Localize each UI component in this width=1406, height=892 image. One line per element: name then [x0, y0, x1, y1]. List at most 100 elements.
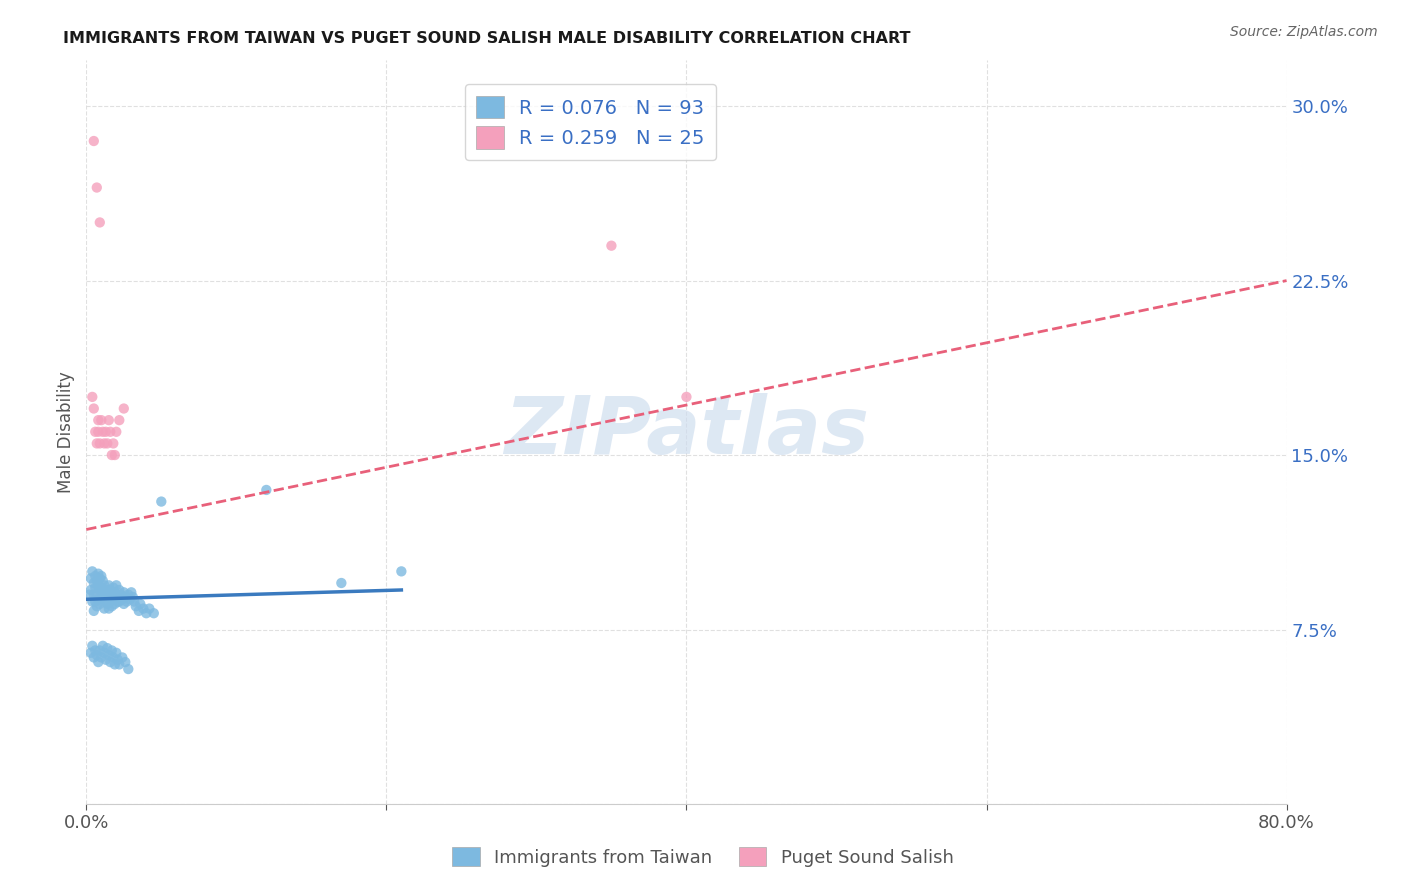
Point: [91, 425, 114, 439]
Point: [89, 436, 111, 450]
Point: [86, 574, 108, 588]
Point: [98, 425, 121, 439]
Point: [96, 436, 118, 450]
Point: [115, 594, 138, 608]
Point: [108, 594, 131, 608]
Point: [121, 590, 143, 604]
Point: [125, 599, 148, 614]
Y-axis label: Male Disability: Male Disability: [58, 371, 75, 492]
Point: [83, 134, 105, 148]
Point: [120, 585, 142, 599]
Point: [89, 643, 111, 657]
Point: [135, 606, 157, 620]
Point: [86, 599, 108, 614]
Point: [84, 581, 107, 595]
Point: [675, 390, 697, 404]
Point: [82, 390, 104, 404]
Point: [103, 592, 125, 607]
Point: [118, 592, 141, 607]
Point: [330, 576, 353, 591]
Point: [114, 655, 136, 669]
Point: [142, 606, 165, 620]
Point: [129, 597, 152, 611]
Point: [90, 592, 112, 607]
Legend: Immigrants from Taiwan, Puget Sound Salish: Immigrants from Taiwan, Puget Sound Sali…: [446, 840, 960, 874]
Point: [79, 588, 101, 602]
Point: [117, 662, 139, 676]
Point: [82, 594, 104, 608]
Point: [86, 436, 108, 450]
Point: [98, 582, 121, 597]
Legend: R = 0.076   N = 93, R = 0.259   N = 25: R = 0.076 N = 93, R = 0.259 N = 25: [464, 84, 716, 161]
Point: [107, 653, 129, 667]
Point: [80, 582, 103, 597]
Point: [104, 585, 127, 599]
Point: [96, 641, 118, 656]
Point: [87, 592, 110, 607]
Point: [87, 655, 110, 669]
Point: [94, 425, 117, 439]
Point: [150, 494, 173, 508]
Point: [89, 571, 111, 585]
Point: [132, 601, 155, 615]
Point: [104, 657, 127, 672]
Point: [103, 650, 125, 665]
Point: [128, 604, 150, 618]
Point: [101, 599, 124, 614]
Point: [98, 655, 121, 669]
Point: [89, 597, 111, 611]
Point: [94, 653, 117, 667]
Point: [108, 413, 131, 427]
Point: [93, 590, 115, 604]
Point: [87, 425, 110, 439]
Point: [104, 448, 127, 462]
Point: [94, 582, 117, 597]
Point: [83, 576, 105, 591]
Point: [83, 604, 105, 618]
Point: [103, 436, 125, 450]
Point: [91, 639, 114, 653]
Point: [80, 646, 103, 660]
Point: [93, 601, 115, 615]
Point: [105, 646, 128, 660]
Point: [90, 413, 112, 427]
Point: [110, 588, 132, 602]
Point: [89, 582, 111, 597]
Point: [254, 483, 277, 497]
Point: [83, 588, 105, 602]
Point: [86, 180, 108, 194]
Point: [84, 425, 107, 439]
Point: [93, 646, 115, 660]
Point: [80, 571, 103, 585]
Point: [89, 215, 111, 229]
Point: [96, 585, 118, 599]
Point: [105, 425, 128, 439]
Point: [104, 597, 127, 611]
Point: [98, 594, 121, 608]
Point: [87, 413, 110, 427]
Point: [97, 578, 120, 592]
Point: [82, 565, 104, 579]
Point: [105, 590, 128, 604]
Point: [124, 594, 146, 608]
Point: [101, 448, 124, 462]
Point: [112, 401, 135, 416]
Point: [600, 238, 623, 252]
Point: [86, 588, 108, 602]
Point: [87, 566, 110, 581]
Point: [101, 588, 124, 602]
Point: [111, 592, 134, 607]
Text: ZIPatlas: ZIPatlas: [503, 392, 869, 471]
Point: [90, 581, 112, 595]
Point: [97, 590, 120, 604]
Text: IMMIGRANTS FROM TAIWAN VS PUGET SOUND SALISH MALE DISABILITY CORRELATION CHART: IMMIGRANTS FROM TAIWAN VS PUGET SOUND SA…: [63, 31, 911, 46]
Point: [108, 657, 131, 672]
Point: [389, 565, 412, 579]
Point: [94, 594, 117, 608]
Point: [112, 585, 135, 599]
Point: [97, 648, 120, 662]
Point: [97, 601, 120, 615]
Point: [82, 639, 104, 653]
Point: [93, 436, 115, 450]
Point: [111, 650, 134, 665]
